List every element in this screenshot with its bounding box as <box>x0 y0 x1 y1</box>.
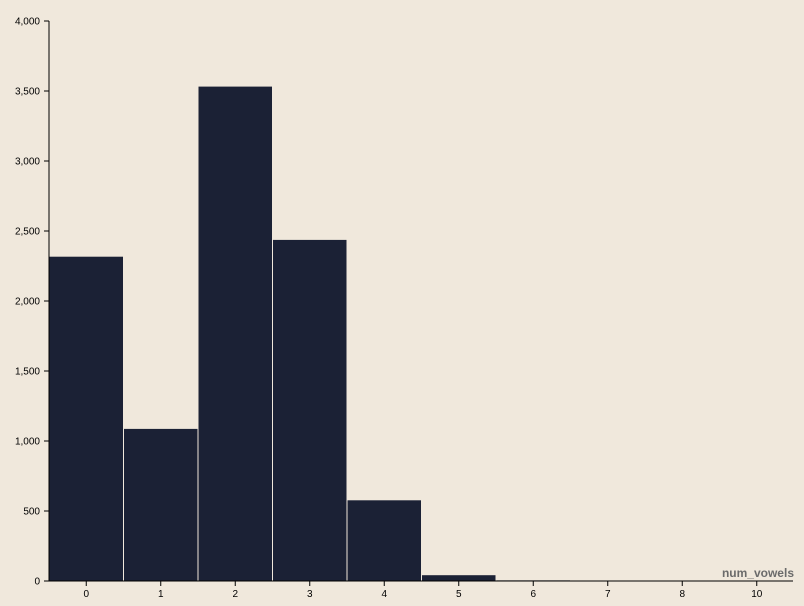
x-tick-label: 0 <box>83 589 89 600</box>
y-tick-label: 500 <box>23 507 40 518</box>
x-axis-label: num_vowels <box>722 566 794 580</box>
bar-4 <box>346 499 422 582</box>
bar-2 <box>197 85 273 582</box>
x-tick-label: 1 <box>158 589 164 600</box>
x-tick-label: 7 <box>605 589 611 600</box>
y-tick-label: 1,000 <box>15 437 40 448</box>
y-tick-label: 1,500 <box>15 367 40 378</box>
x-tick-label: 8 <box>679 589 685 600</box>
x-tick-label: 4 <box>381 589 387 600</box>
y-axis: 0 500 1,000 1,500 2,000 2,500 3,000 3,500 4,000 <box>15 17 50 588</box>
x-tick-label: 10 <box>751 589 763 600</box>
bars-group <box>48 85 795 582</box>
y-tick-label: 2,000 <box>15 297 40 308</box>
y-tick-label: 3,500 <box>15 87 40 98</box>
y-tick-label: 3,000 <box>15 157 40 168</box>
bar-0 <box>48 255 124 582</box>
y-tick-label: 2,500 <box>15 227 40 238</box>
x-tick-label: 5 <box>456 589 462 600</box>
x-tick-label: 2 <box>232 589 238 600</box>
x-tick-label: 3 <box>307 589 313 600</box>
bar-5 <box>421 574 497 582</box>
x-axis: 0 1 2 3 4 5 6 7 8 10 <box>49 580 793 600</box>
bar-1 <box>123 427 199 582</box>
bar-3 <box>272 238 348 582</box>
x-tick-label: 6 <box>530 589 536 600</box>
y-tick-label: 4,000 <box>15 17 40 28</box>
y-tick-label: 0 <box>34 577 40 588</box>
